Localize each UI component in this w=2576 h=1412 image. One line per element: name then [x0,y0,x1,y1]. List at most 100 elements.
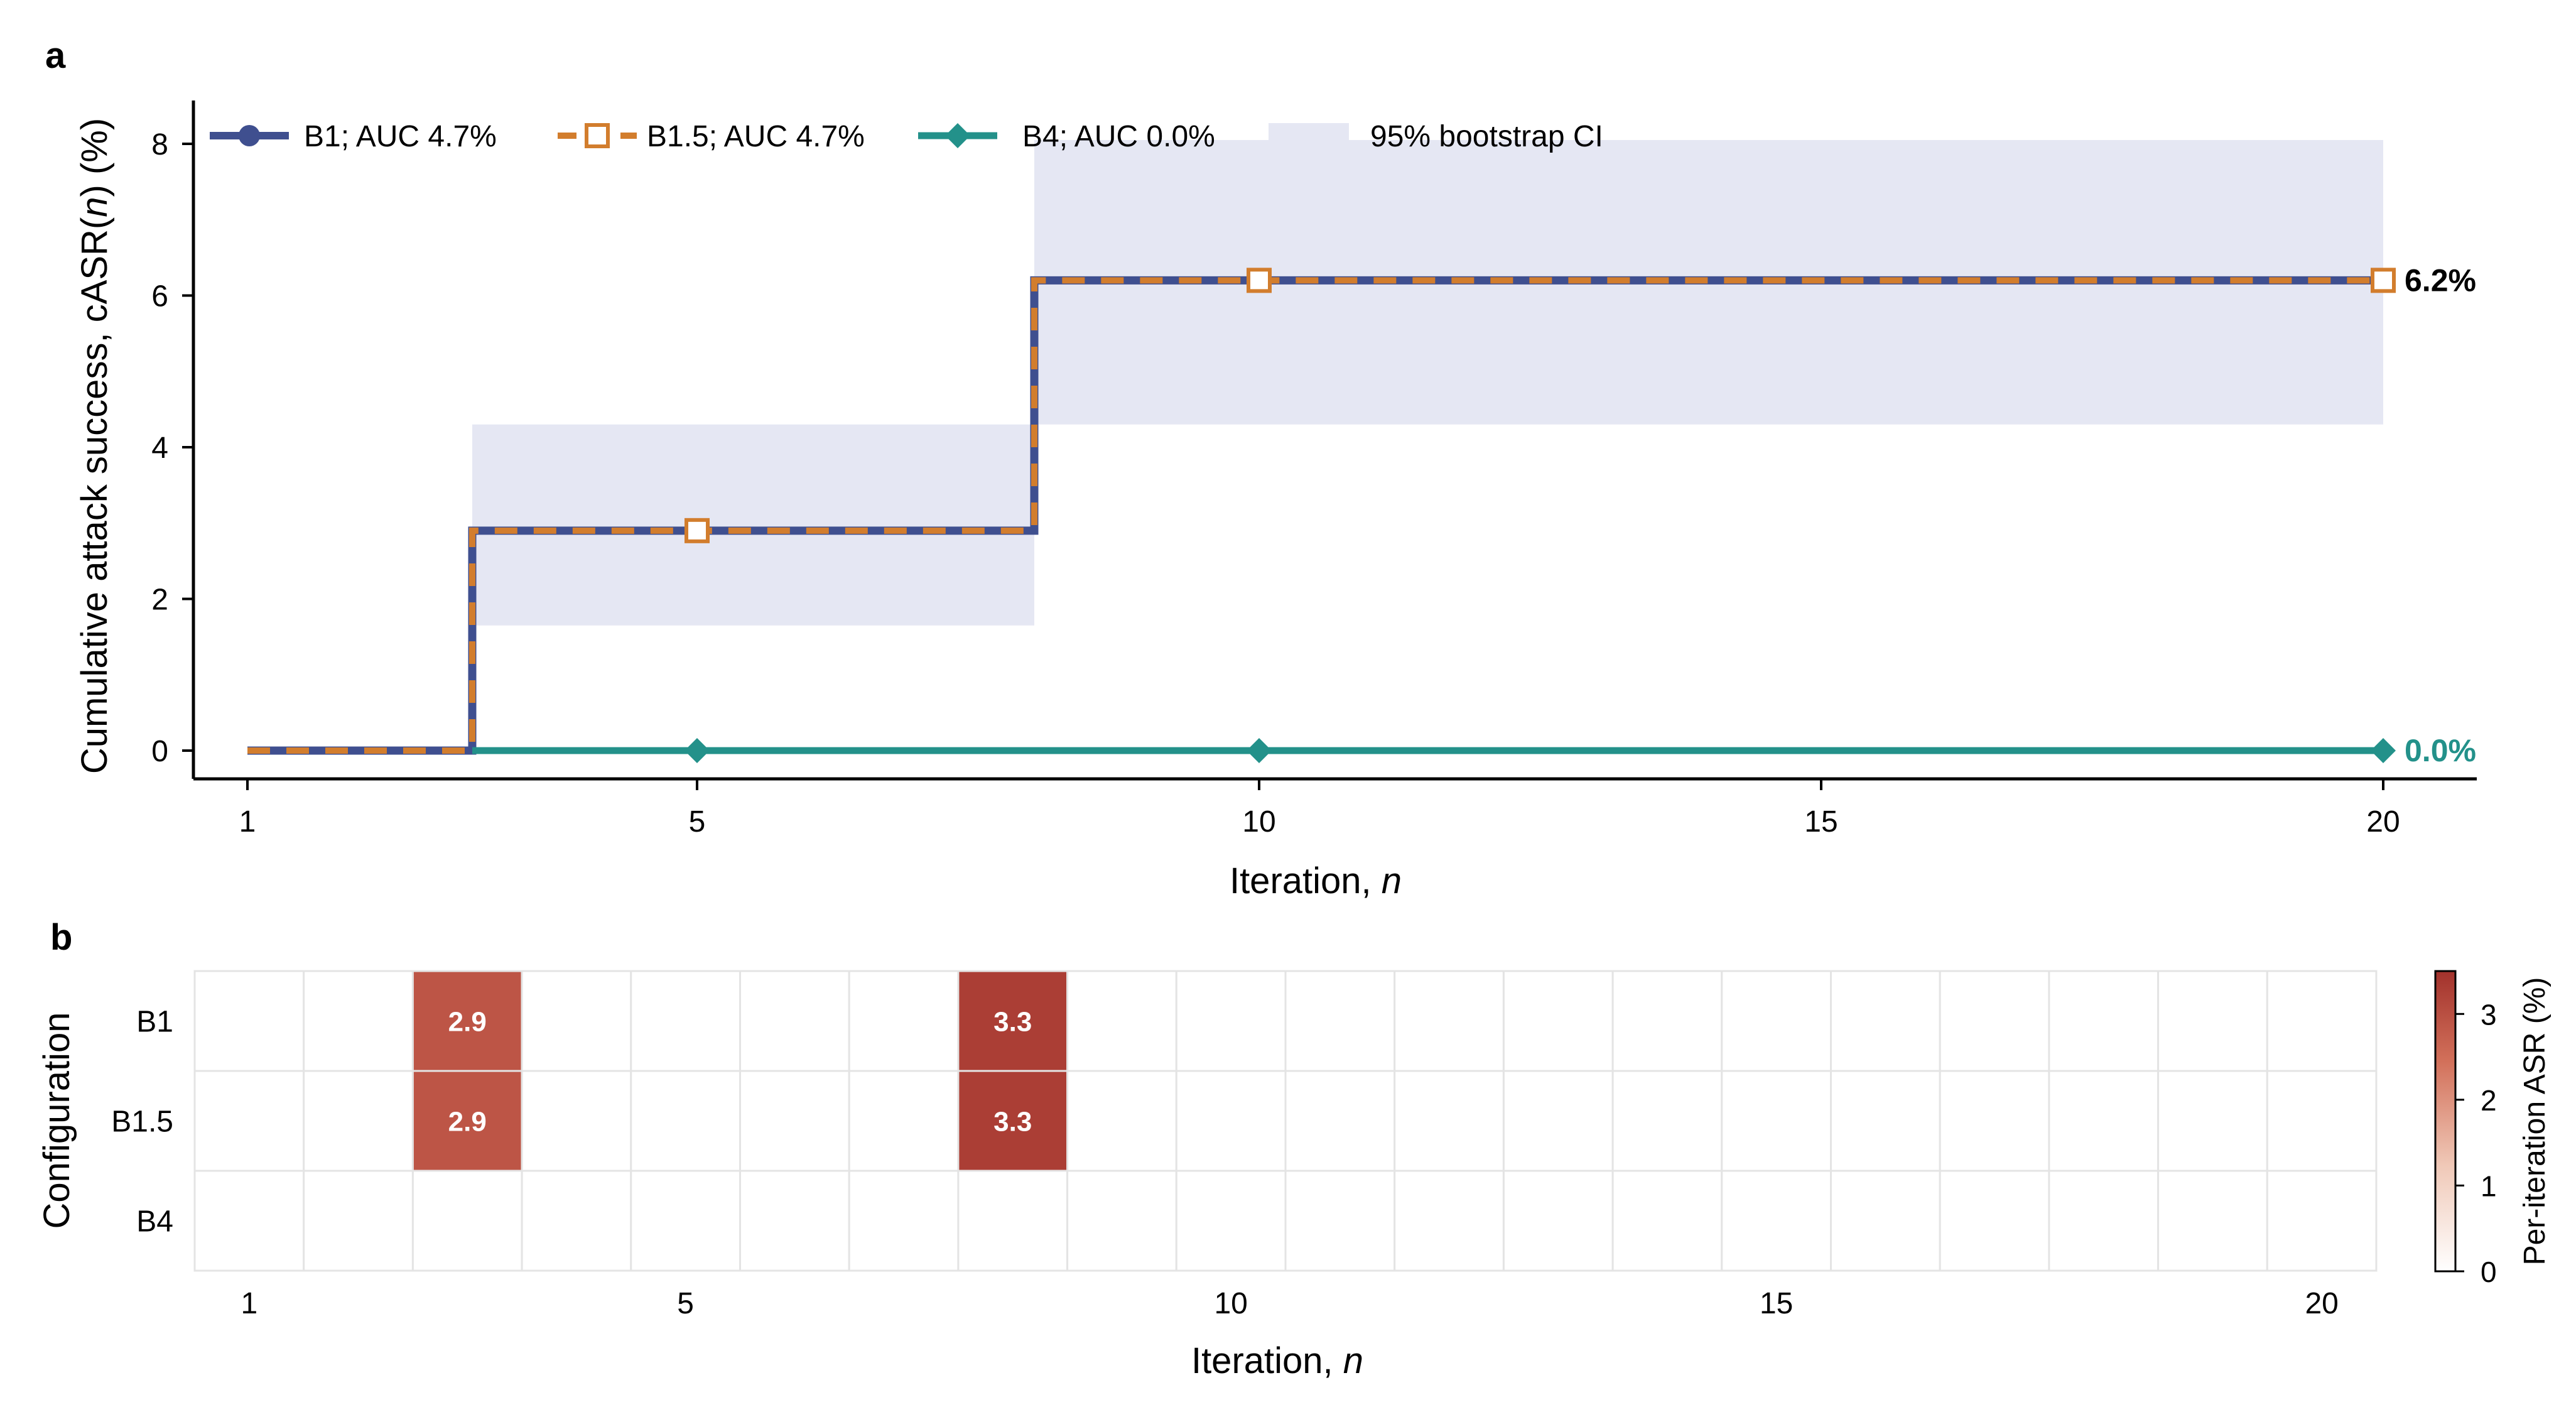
panel-a-x-tick-label: 15 [1804,805,1837,839]
heatmap-cell [1066,970,1177,1072]
heatmap-x-tick-label: 20 [2305,1287,2338,1320]
panel-b-label: b [50,917,72,958]
legend-marker-b1 [239,125,260,146]
heatmap-cell [739,970,850,1072]
colorbar-gradient [2434,970,2457,1273]
marker-b4-diamond [2371,738,2396,763]
heatmap-cell [1394,970,1505,1072]
heatmap-cell [1939,1070,2050,1172]
legend-ci-swatch [1269,123,1349,149]
legend: B1; AUC 4.7% B1.5; AUC 4.7% B4; AUC 0.0% 95… [210,120,1603,153]
heatmap-cell [848,1070,960,1172]
marker-b4-diamond [685,738,710,763]
heatmap-cell [1611,1070,1723,1172]
series-lines [247,276,2383,755]
heatmap-cell [521,970,632,1072]
series-markers [685,268,2396,763]
heatmap-row-label: B4 [136,1205,173,1239]
heatmap-row-label: B1.5 [111,1105,173,1139]
series-line-b1 [247,276,2383,755]
heatmap-cell [630,1170,741,1272]
heatmap-cell [1830,970,1941,1072]
heatmap-cell [193,1170,305,1272]
heatmap-cell [1939,1170,2050,1272]
heatmap-cell [1611,1170,1723,1272]
end-labels: 6.2% 0.0% [2405,263,2476,768]
colorbar-tick-label: 3 [2481,998,2497,1031]
legend-label: B1; AUC 4.7% [304,120,497,153]
heatmap-row-label: B1 [136,1006,173,1039]
panel-a-y-tick-label: 6 [151,280,168,313]
marker-b1-5-square [685,518,710,543]
heatmap-cell [1175,1070,1287,1172]
heatmap-cell [1502,1070,1614,1172]
heatmap-x-tick-label: 15 [1760,1287,1793,1320]
heatmap-cell [2157,970,2268,1072]
panel-b-ylabel: Configuration [36,1013,77,1229]
colorbar: 0 1 2 3 Per-iteration ASR (%) [2434,970,2552,1288]
panel-a-x-tick-label: 1 [239,805,256,839]
panel-a-ylabel: Cumulative attack success, cASR(n) (%) [74,118,115,774]
heatmap-cell [739,1170,850,1272]
heatmap-cell [1394,1170,1505,1272]
panel-a-label: a [45,35,66,76]
heatmap-cell [521,1070,632,1172]
heatmap-x-tick-label: 5 [677,1287,694,1320]
heatmap-cell [1394,1070,1505,1172]
marker-b1-5-square [2371,268,2396,293]
heatmap-annotation: 3.3 [993,1107,1032,1138]
heatmap-annotation: 2.9 [448,1107,487,1138]
heatmap-x-tick-label: 1 [241,1287,257,1320]
heatmap-cell [521,1170,632,1272]
heatmap-cells [193,970,2378,1272]
marker-b1-5-square [1247,268,1272,293]
heatmap-cell [2266,1170,2378,1272]
heatmap-cell [411,1170,523,1272]
heatmap-annotation: 3.3 [993,1007,1032,1038]
heatmap-cell [848,970,960,1072]
heatmap-cell [193,970,305,1072]
legend-label-ci: 95% bootstrap CI [1370,120,1603,153]
heatmap-cell [303,970,414,1072]
heatmap-cell [1721,1070,1832,1172]
heatmap-cell [411,1070,523,1172]
heatmap-cell [1175,1170,1287,1272]
panel-a-x-tick-label: 20 [2366,805,2400,839]
heatmap-annotation: 2.9 [448,1007,487,1038]
heatmap-cell [1830,1070,1941,1172]
heatmap-cell [303,1170,414,1272]
colorbar-tick-label: 2 [2481,1084,2497,1117]
end-label: 6.2% [2405,263,2476,298]
panel-a-y-tick-label: 8 [151,128,168,161]
legend-marker-b1-5 [585,123,610,148]
heatmap-cell [1502,970,1614,1072]
heatmap-cell [1284,1170,1396,1272]
panel-a-y-tick-label: 0 [151,735,168,768]
heatmap-cell [2266,970,2378,1072]
colorbar-tick-label: 1 [2481,1170,2497,1202]
heatmap-cell [1721,970,1832,1072]
heatmap-cell [957,1070,1069,1172]
legend-label: B1.5; AUC 4.7% [647,120,865,153]
heatmap-cell [630,1070,741,1172]
heatmap-cell [2048,970,2160,1072]
heatmap-cell [1284,970,1396,1072]
panel-a-xlabel: Iteration, n [1230,861,1402,901]
marker-b4-diamond [1247,738,1272,763]
panel-a-y-tick-label: 2 [151,584,168,617]
legend-ci [1269,123,1349,149]
ci-band-segment [472,424,1034,626]
legend-label: B4; AUC 0.0% [1022,120,1215,153]
colorbar-tick-label: 0 [2481,1256,2497,1288]
heatmap-cell [1502,1170,1614,1272]
heatmap-cell [1284,1070,1396,1172]
panel-a-x-tick-label: 10 [1242,805,1275,839]
panel-a-x-tick-label: 5 [689,805,706,839]
ci-band-group [472,139,2383,626]
heatmap-cell [848,1170,960,1272]
heatmap-cell [1721,1170,1832,1272]
heatmap-cell [2157,1070,2268,1172]
